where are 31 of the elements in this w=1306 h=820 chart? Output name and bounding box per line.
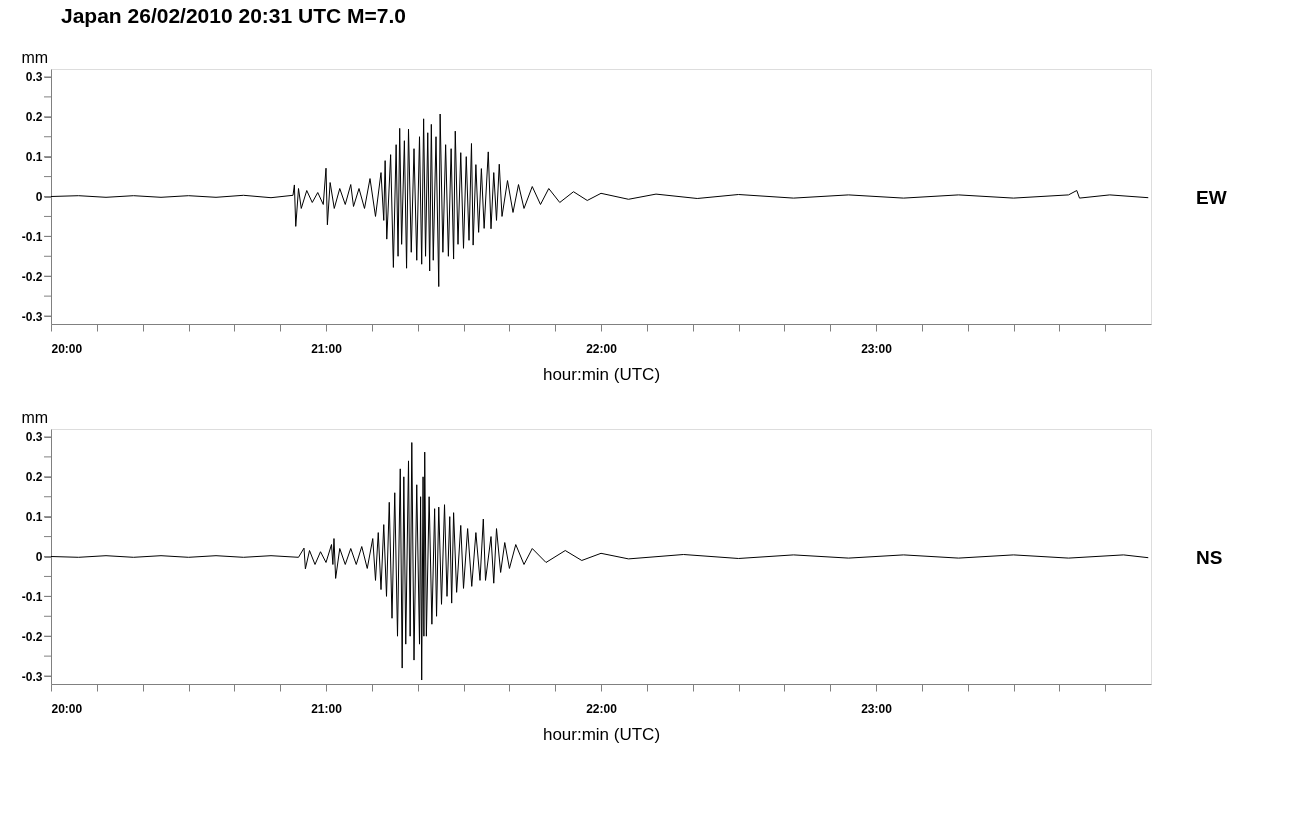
y-tick-label: -0.2 bbox=[21, 629, 43, 644]
x-tick-label: 22:00 bbox=[586, 341, 618, 356]
y-tick-label: -0.1 bbox=[21, 589, 43, 604]
y-tick-label: 0 bbox=[35, 550, 43, 564]
x-axis-title: hour:min (UTC) bbox=[542, 724, 661, 744]
x-axis-title: hour:min (UTC) bbox=[542, 364, 661, 384]
y-tick-label: 0.1 bbox=[25, 150, 43, 165]
y-tick-label: 0.3 bbox=[25, 430, 43, 445]
x-tick-label: 21:00 bbox=[311, 341, 343, 356]
y-tick-label: 0.1 bbox=[25, 510, 43, 525]
y-tick-label: -0.1 bbox=[21, 229, 43, 244]
line-series bbox=[51, 113, 1149, 288]
x-tick-label: 20:00 bbox=[51, 341, 83, 356]
x-tick-label: 22:00 bbox=[586, 701, 618, 716]
y-tick-label: -0.3 bbox=[21, 669, 43, 684]
chart-title: Japan 26/02/2010 20:31 UTC M=7.0 bbox=[61, 4, 406, 27]
y-tick-label: -0.2 bbox=[21, 269, 43, 284]
y-axis-title: mm bbox=[21, 408, 49, 426]
x-tick-label: 23:00 bbox=[861, 701, 893, 716]
y-tick-label: 0.3 bbox=[25, 70, 43, 85]
y-tick-label: 0.2 bbox=[25, 470, 43, 485]
x-tick-label: 21:00 bbox=[311, 701, 343, 716]
x-tick-label: 20:00 bbox=[51, 701, 83, 716]
text: EW bbox=[1196, 186, 1227, 208]
y-axis-title: mm bbox=[21, 48, 49, 66]
text: NS bbox=[1196, 546, 1223, 568]
line-series bbox=[51, 442, 1149, 681]
y-tick-label: -0.3 bbox=[21, 309, 43, 324]
x-tick-label: 23:00 bbox=[861, 341, 893, 356]
y-tick-label: 0.2 bbox=[25, 110, 43, 125]
y-tick-label: 0 bbox=[35, 190, 43, 204]
